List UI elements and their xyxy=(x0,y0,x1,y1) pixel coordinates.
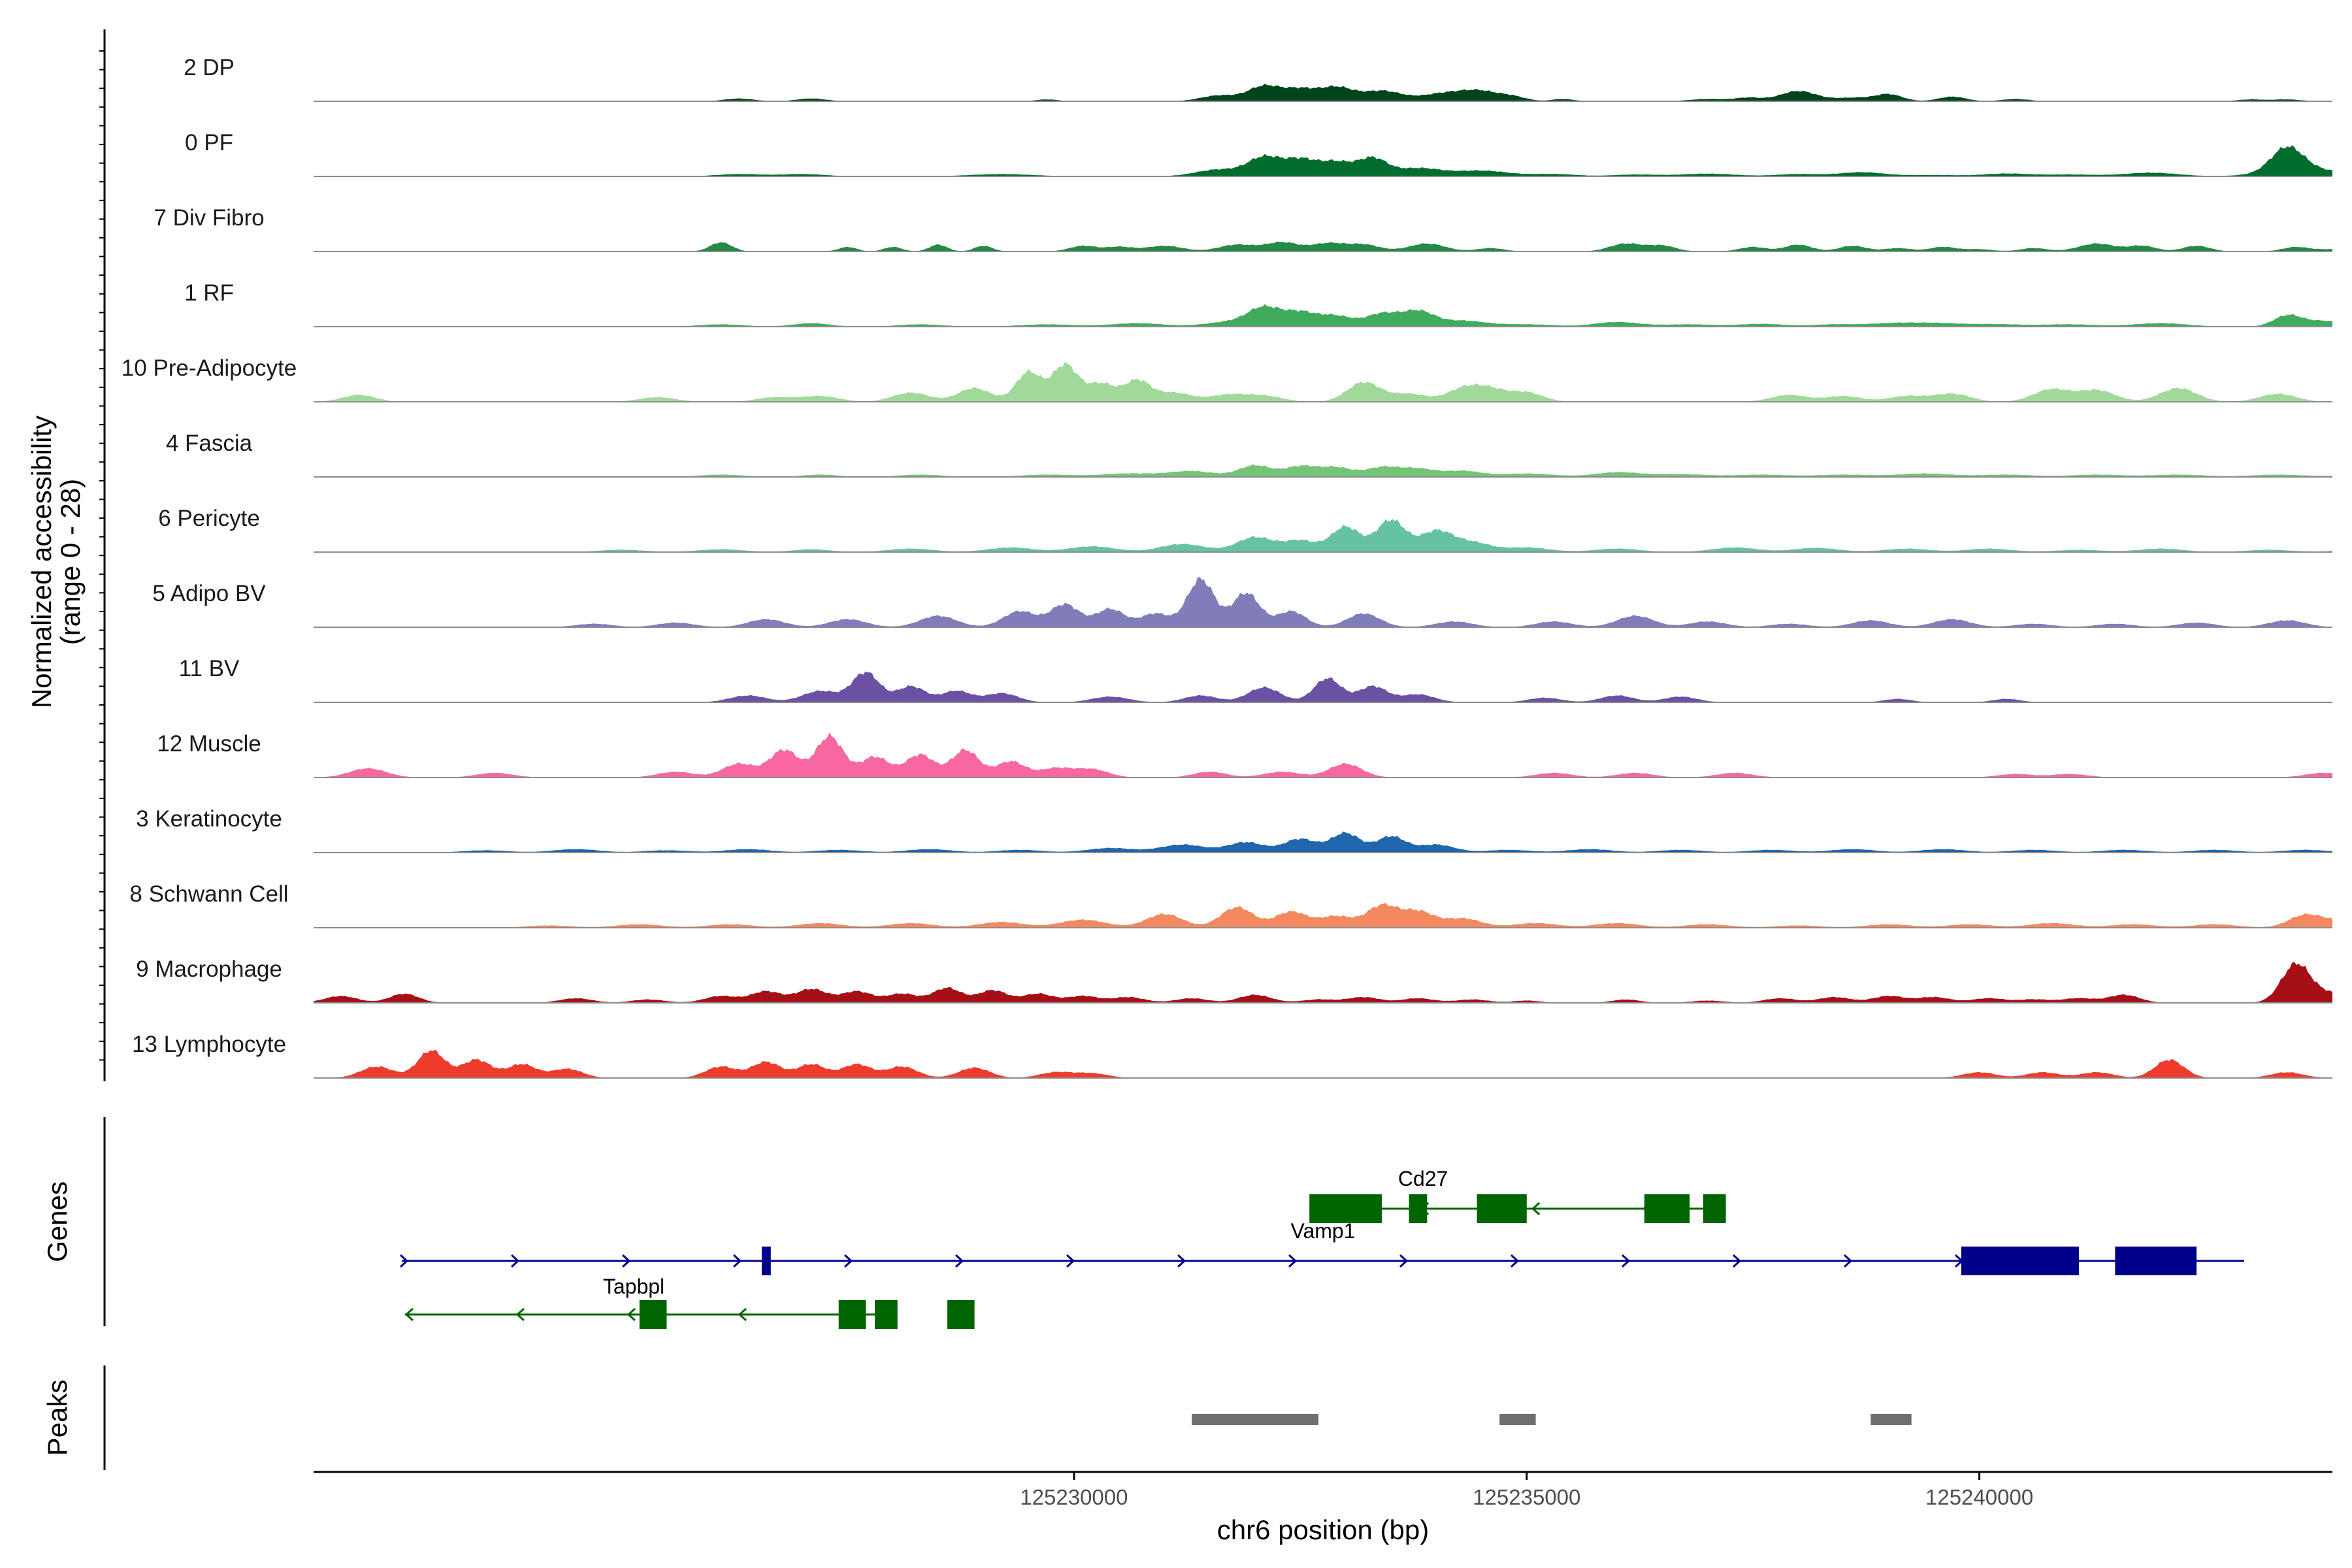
track-4-fascia: 4 Fascia xyxy=(166,431,2332,478)
coverage-y-axis xyxy=(99,29,106,1081)
strand-chevron xyxy=(1510,1254,1520,1268)
strand-chevron xyxy=(843,1254,853,1268)
strand-chevron xyxy=(515,1307,525,1322)
coverage-area xyxy=(314,464,2332,477)
track-label: 11 BV xyxy=(179,656,240,681)
y-axis-title-line2: (range 0 - 28) xyxy=(55,479,86,645)
coverage-area xyxy=(314,519,2332,552)
gene-exon xyxy=(1644,1194,1690,1223)
coverage-area xyxy=(314,902,2332,928)
coverage-area xyxy=(314,576,2332,627)
track-label: 1 RF xyxy=(184,280,234,306)
gene-exon xyxy=(947,1300,975,1329)
coverage-area xyxy=(314,145,2332,176)
track-3-keratinocyte: 3 Keratinocyte xyxy=(136,806,2332,853)
peak-region xyxy=(1870,1414,1912,1425)
coverage-area xyxy=(314,304,2332,327)
track-10-pre-adipocyte: 10 Pre-Adipocyte xyxy=(122,355,2332,402)
track-label: 10 Pre-Adipocyte xyxy=(122,355,297,381)
track-label: 7 Div Fibro xyxy=(154,205,264,231)
peak-region xyxy=(1192,1414,1319,1425)
coverage-tracks: 2 DP 0 PF 7 Div Fibro 1 RF 10 Pre-Adipocyte 4… xyxy=(122,55,2332,1079)
gene-vamp1: Vamp1 xyxy=(399,1219,2244,1275)
track-label: 13 Lymphocyte xyxy=(132,1032,286,1057)
strand-chevron xyxy=(1066,1254,1075,1268)
track-label: 5 Adipo BV xyxy=(152,581,266,606)
track-6-pericyte: 6 Pericyte xyxy=(158,506,2332,553)
coverage-area xyxy=(314,84,2332,101)
gene-label: Tapbpl xyxy=(603,1275,664,1298)
strand-chevron xyxy=(1288,1254,1298,1268)
track-label: 12 Muscle xyxy=(157,731,261,757)
gene-tapbpl: Tapbpl xyxy=(404,1275,975,1329)
track-label: 9 Macrophage xyxy=(136,956,282,982)
strand-chevron xyxy=(1843,1254,1853,1268)
track-label: 8 Schwann Cell xyxy=(129,881,288,907)
strand-chevron xyxy=(732,1254,742,1268)
track-9-macrophage: 9 Macrophage xyxy=(136,956,2332,1004)
gene-annotations: Cd27 Vamp1 Tapbpl xyxy=(399,1167,2244,1329)
x-tick-label: 125240000 xyxy=(1925,1485,2033,1509)
gene-label: Vamp1 xyxy=(1290,1219,1355,1243)
gene-exon xyxy=(1477,1194,1527,1223)
peaks-panel-label: Peaks xyxy=(42,1380,73,1456)
strand-chevron xyxy=(1621,1254,1631,1268)
strand-chevron xyxy=(738,1307,747,1322)
track-13-lymphocyte: 13 Lymphocyte xyxy=(132,1032,2332,1079)
coverage-area xyxy=(314,732,2332,777)
gene-label: Cd27 xyxy=(1398,1167,1448,1190)
peak-regions xyxy=(1192,1414,1912,1425)
strand-chevron xyxy=(1399,1254,1409,1268)
gene-exon xyxy=(1703,1194,1726,1223)
track-label: 4 Fascia xyxy=(166,431,253,456)
gene-exon xyxy=(1309,1194,1382,1223)
x-tick-label: 125230000 xyxy=(1020,1485,1128,1509)
strand-chevron xyxy=(621,1254,631,1268)
strand-chevron xyxy=(510,1254,520,1268)
track-7-div-fibro: 7 Div Fibro xyxy=(154,205,2332,252)
track-1-rf: 1 RF xyxy=(184,280,2332,327)
strand-chevron xyxy=(955,1254,964,1268)
track-label: 2 DP xyxy=(184,55,235,80)
strand-chevron xyxy=(1177,1254,1186,1268)
track-2-dp: 2 DP xyxy=(184,55,2332,102)
gene-exon xyxy=(2115,1247,2197,1275)
coverage-area xyxy=(314,1049,2332,1078)
coverage-area xyxy=(314,671,2332,702)
gene-exon xyxy=(1961,1247,2079,1275)
y-axis-title-line1: Normalized accessibility xyxy=(26,416,57,708)
strand-chevron xyxy=(627,1307,636,1322)
track-label: 0 PF xyxy=(185,130,233,155)
strand-chevron xyxy=(1732,1254,1742,1268)
gene-exon xyxy=(639,1300,667,1329)
gene-exon xyxy=(875,1300,898,1329)
track-label: 3 Keratinocyte xyxy=(136,806,282,832)
coverage-area xyxy=(314,962,2332,1003)
x-axis-ticks: 125230000 125235000 125240000 xyxy=(1020,1472,2033,1509)
gene-exon xyxy=(1409,1194,1428,1223)
coverage-area xyxy=(314,361,2332,402)
gene-exon xyxy=(761,1247,771,1275)
coverage-area xyxy=(314,831,2332,853)
track-label: 6 Pericyte xyxy=(158,506,260,531)
peak-region xyxy=(1499,1414,1536,1425)
x-tick-label: 125235000 xyxy=(1473,1485,1580,1509)
track-12-muscle: 12 Muscle xyxy=(157,731,2332,778)
track-8-schwann-cell: 8 Schwann Cell xyxy=(129,881,2332,928)
track-0-pf: 0 PF xyxy=(185,130,2332,177)
strand-chevron xyxy=(404,1307,414,1322)
x-axis-title: chr6 position (bp) xyxy=(1217,1514,1429,1545)
gene-exon xyxy=(838,1300,866,1329)
strand-chevron xyxy=(1531,1201,1541,1216)
genes-panel-label: Genes xyxy=(42,1181,73,1262)
strand-chevron xyxy=(399,1254,409,1268)
track-11-bv: 11 BV xyxy=(179,656,2332,703)
track-5-adipo-bv: 5 Adipo BV xyxy=(152,576,2332,628)
gene-cd27: Cd27 xyxy=(1309,1167,1726,1223)
coverage-area xyxy=(314,241,2332,252)
